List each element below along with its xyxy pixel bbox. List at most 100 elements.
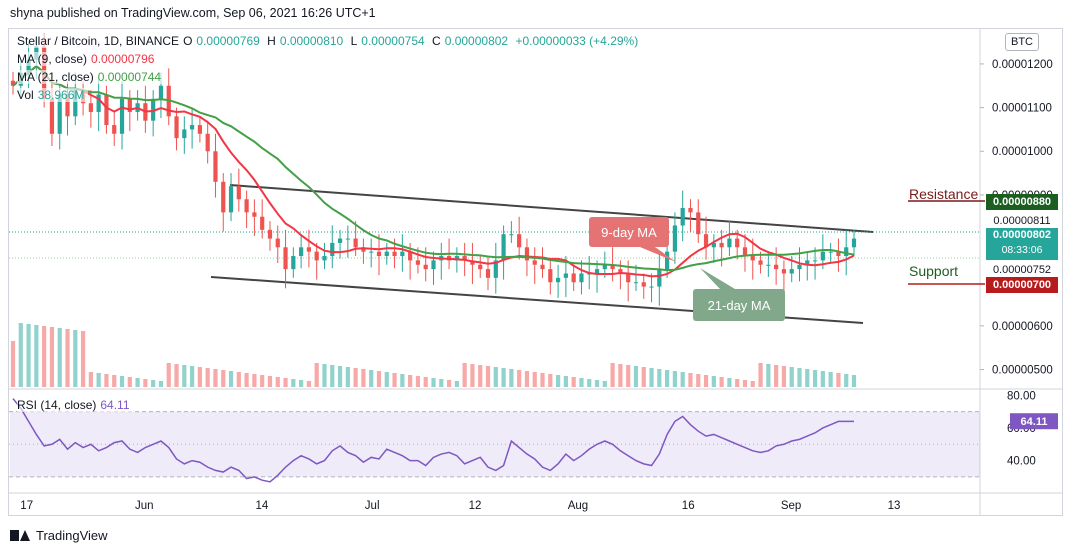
volume-bar: [750, 381, 755, 387]
candle-body: [127, 98, 132, 112]
volume-bar: [587, 379, 592, 387]
tradingview-logo[interactable]: TradingView: [10, 528, 108, 543]
volume-bar: [369, 370, 374, 387]
resistance-label: Resistance: [909, 186, 979, 202]
volume-bar: [112, 375, 117, 387]
y-tick-label: 0.00001100: [992, 103, 1052, 115]
volume-bar: [836, 373, 841, 387]
x-tick-label: 14: [256, 500, 269, 512]
channel-upper-line: [229, 184, 874, 233]
volume-bar: [618, 364, 623, 387]
volume-bar: [485, 366, 491, 387]
volume-bar: [96, 373, 101, 387]
volume-bar: [851, 375, 857, 387]
volume-bar: [143, 379, 148, 387]
rsi-y-tick-label: 40.00: [1007, 456, 1036, 468]
candle-body: [688, 208, 693, 213]
volume-bar: [49, 327, 55, 387]
candle-body: [376, 251, 382, 257]
legend-symbol[interactable]: Stellar / Bitcoin, 1D, BINANCE: [17, 34, 180, 48]
candle-body: [789, 269, 794, 274]
volume-bar: [766, 364, 771, 387]
volume-bar: [828, 372, 833, 387]
volume-bar: [439, 379, 444, 387]
ma9-legend[interactable]: MA (9, close) 0.00000796: [17, 52, 159, 66]
candle-body: [774, 264, 779, 270]
candle-body: [267, 229, 273, 239]
candle-body: [618, 269, 623, 274]
volume-bar: [805, 369, 810, 387]
candle-body: [260, 216, 265, 230]
candle-body: [228, 186, 234, 213]
currency-button[interactable]: BTC: [1005, 33, 1039, 51]
ma21-callout-box: [693, 289, 785, 321]
volume-bar: [42, 326, 47, 387]
x-tick-label: 12: [469, 500, 482, 512]
candle-body: [330, 242, 335, 257]
candle-body: [158, 85, 164, 99]
volume-bar: [812, 370, 818, 387]
volume-bar: [844, 374, 849, 387]
rsi-legend[interactable]: RSI (14, close) 64.11: [17, 398, 134, 412]
candle-body: [197, 125, 202, 134]
volume-bar: [244, 373, 249, 387]
volume-bar: [680, 372, 685, 387]
ma21-legend[interactable]: MA (21, close) 0.00000744: [17, 70, 166, 84]
volume-bar: [797, 368, 802, 387]
x-tick-label: Jun: [135, 500, 154, 512]
candle-body: [555, 277, 561, 283]
candle-body: [291, 256, 296, 270]
ma9-callout-pointer: [640, 247, 676, 262]
y-tick-label: 0.00000600: [992, 321, 1053, 333]
candle-body: [509, 234, 514, 236]
volume-bar: [57, 328, 62, 387]
volume-bar: [221, 370, 226, 387]
volume-bar: [197, 367, 202, 387]
resistance-price-badge: 0.00000880: [986, 194, 1058, 210]
volume-legend[interactable]: Vol 38.966M: [17, 88, 89, 102]
candle-body: [283, 247, 288, 270]
volume-bar: [555, 375, 561, 387]
volume-bar: [657, 369, 662, 387]
candle-body: [828, 251, 833, 253]
candle-body: [431, 260, 436, 270]
candle-body: [602, 264, 607, 270]
candle-body: [742, 247, 748, 257]
candle-body: [493, 260, 498, 278]
candle-body: [190, 125, 195, 130]
volume-bar: [353, 368, 358, 387]
support-price-badge: 0.00000700: [986, 277, 1058, 293]
volume-bar: [260, 375, 265, 387]
volume-bar: [190, 366, 195, 387]
y-tick-label: 0.00001200: [992, 59, 1053, 71]
ohlc-legend: Stellar / Bitcoin, 1D, BINANCE O 0.0000076…: [17, 34, 643, 48]
volume-bar: [104, 374, 109, 387]
volume-bar: [672, 371, 677, 387]
volume-bar: [501, 368, 506, 387]
candle-body: [369, 251, 374, 253]
candle-body: [151, 98, 156, 121]
volume-bar: [688, 373, 693, 387]
candle-body: [571, 273, 576, 283]
volume-bar: [820, 371, 825, 387]
volume-bar: [166, 363, 171, 387]
volume-bar: [182, 365, 187, 387]
volume-bar: [73, 330, 78, 387]
x-tick-label: Aug: [568, 500, 588, 512]
volume-bar: [789, 367, 794, 387]
candle-body: [758, 260, 763, 265]
candle-body: [314, 251, 319, 261]
volume-bar: [314, 363, 319, 387]
volume-bar: [774, 365, 779, 387]
volume-bar: [80, 331, 86, 387]
legend-change: +0.00000033 (+4.29%): [515, 34, 639, 48]
candle-body: [594, 269, 600, 274]
volume-bar: [423, 377, 428, 387]
candle-body: [696, 212, 701, 235]
volume-bar: [135, 378, 140, 387]
candle-body: [478, 264, 483, 270]
candle-body: [641, 282, 646, 287]
volume-bar: [361, 369, 366, 387]
ma21-price-badge: 0.00000752: [986, 262, 1058, 278]
